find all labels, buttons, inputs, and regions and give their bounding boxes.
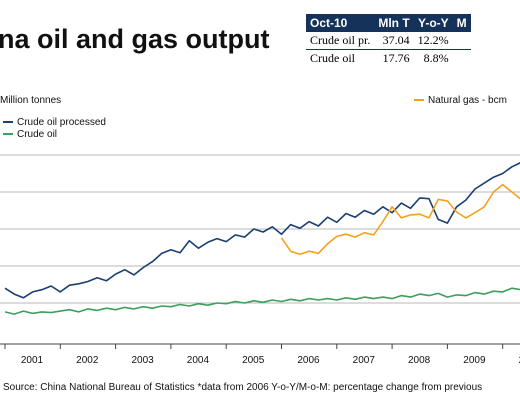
stats-header-period: Oct-10 <box>306 14 375 32</box>
legend-swatch-green <box>3 133 13 136</box>
x-tick-label: 2004 <box>187 355 210 366</box>
stats-row-value: 37.04 <box>374 31 414 50</box>
stats-header-value: Mln T <box>374 14 414 32</box>
stats-header-row: Oct-10 Mln T Y-o-Y M <box>306 14 471 32</box>
axis-layer: 2001 2002 2003 2004 2005 2006 2007 2008 2009 2010 <box>0 343 520 366</box>
stats-row-label: Crude oil pr. <box>306 31 375 50</box>
legend-label: Natural gas - bcm <box>428 95 507 106</box>
x-tick-label: 2003 <box>131 355 154 366</box>
grid-layer <box>0 154 520 304</box>
x-tick-label: 2005 <box>242 355 265 366</box>
x-tick-label: 2006 <box>297 355 320 366</box>
stats-table: Oct-10 Mln T Y-o-Y M Crude oil pr. 37.04… <box>306 14 471 67</box>
x-tick-label: 2009 <box>463 355 486 366</box>
x-tick-label: 2008 <box>408 355 431 366</box>
series-line-natural-gas-bcm <box>280 183 520 255</box>
legend-item-crude-oil: Crude oil <box>3 129 57 140</box>
stats-row-value: 17.76 <box>374 49 414 67</box>
y-axis-unit-label: Million tonnes <box>0 95 62 106</box>
x-tick-label: 2002 <box>76 355 99 366</box>
chart-title: na oil and gas output <box>0 24 270 54</box>
series-layer <box>4 162 520 315</box>
x-tick-label: 2010 <box>519 355 520 366</box>
stats-row-mom <box>452 31 471 50</box>
legend-label: Crude oil processed <box>17 117 106 128</box>
stats-header-yoy: Y-o-Y <box>413 14 453 32</box>
source-note: Source: China National Bureau of Statist… <box>3 382 483 393</box>
stats-row-yoy: 8.8% <box>413 49 453 67</box>
x-tick-label: 2007 <box>353 355 376 366</box>
stats-row-label: Crude oil <box>306 49 375 67</box>
stats-row-mom <box>452 49 471 67</box>
series-line-crude-oil <box>4 287 520 315</box>
x-tick-label: 2001 <box>21 355 44 366</box>
stats-header-mom: M <box>452 14 471 32</box>
stats-row-yoy: 12.2% <box>413 31 453 50</box>
legend-swatch-navy <box>3 121 13 124</box>
stats-row: Crude oil pr. 37.04 12.2% <box>306 31 471 50</box>
legend-item-natural-gas: Natural gas - bcm <box>414 95 507 106</box>
legend-label: Crude oil <box>17 129 58 140</box>
legend-swatch-orange <box>414 99 424 102</box>
stats-row: Crude oil 17.76 8.8% <box>306 49 471 67</box>
legend-item-crude-oil-processed: Crude oil processed <box>3 117 106 128</box>
series-line-crude-oil-processed <box>4 162 520 299</box>
